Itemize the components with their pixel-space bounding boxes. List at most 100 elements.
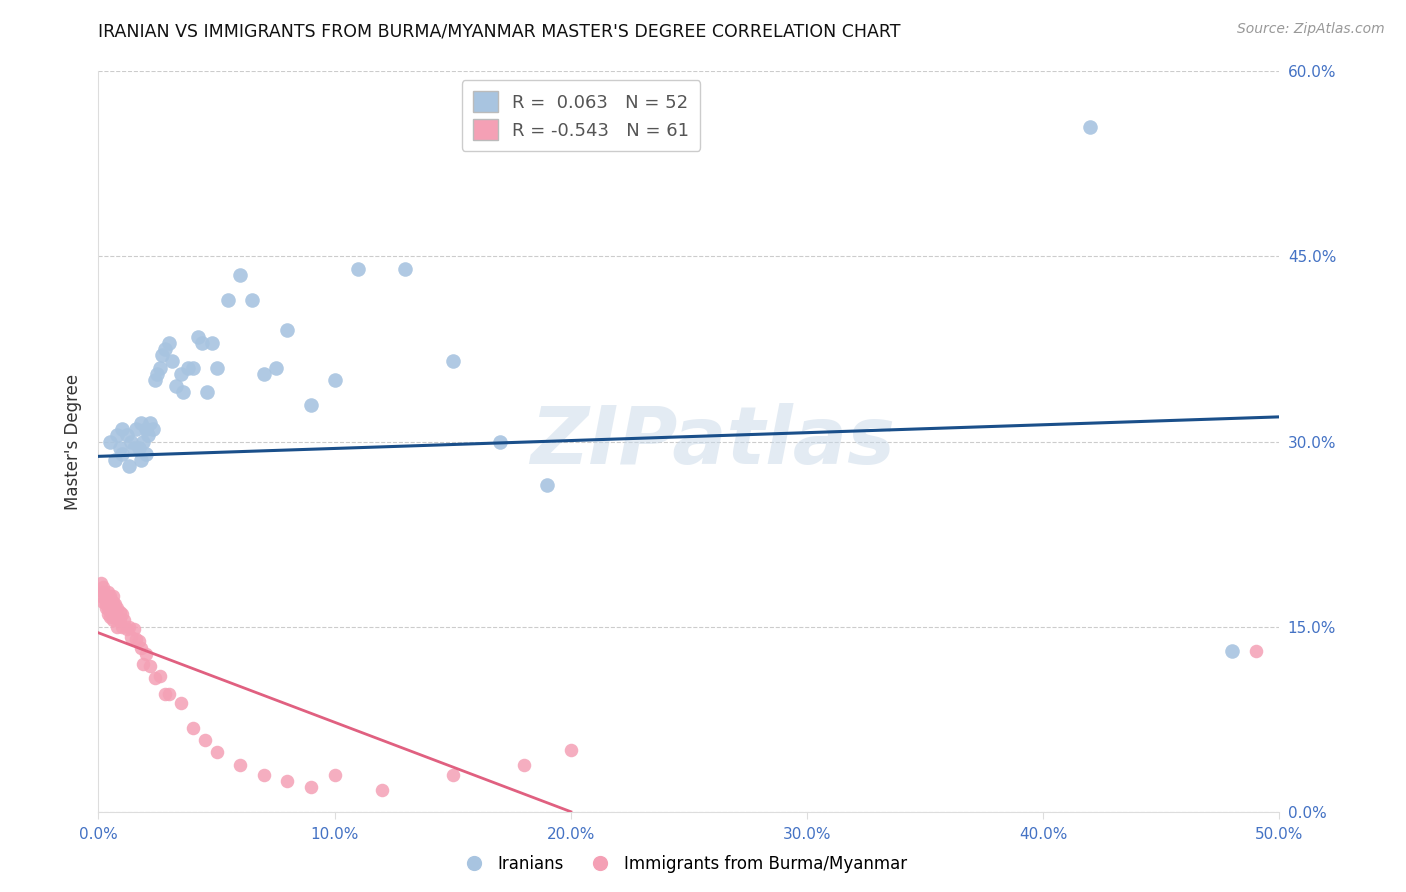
Point — [201, 335, 224, 350]
Point — [98, 592, 121, 607]
Point — [115, 428, 138, 442]
Point — [111, 447, 134, 461]
Point — [347, 261, 370, 276]
Point — [97, 601, 120, 615]
Point — [217, 293, 239, 307]
Point — [146, 367, 169, 381]
Point — [105, 428, 128, 442]
Point — [139, 659, 162, 673]
Point — [101, 589, 124, 603]
Point — [191, 335, 214, 350]
Point — [172, 385, 194, 400]
Point — [129, 416, 152, 430]
Point — [118, 619, 141, 633]
Point — [135, 422, 157, 436]
Point — [129, 453, 152, 467]
Point — [121, 630, 143, 644]
Point — [135, 447, 157, 461]
Point — [229, 757, 252, 772]
Point — [112, 614, 135, 628]
Point — [121, 434, 143, 449]
Point — [394, 261, 416, 276]
Point — [118, 459, 141, 474]
Point — [104, 609, 127, 624]
Point — [240, 293, 263, 307]
Point — [143, 672, 166, 686]
Point — [128, 634, 150, 648]
Point — [132, 657, 155, 671]
Point — [264, 360, 287, 375]
Point — [111, 619, 134, 633]
Point — [91, 595, 114, 609]
Point — [253, 767, 276, 781]
Point — [205, 360, 228, 375]
Point — [229, 268, 252, 282]
Point — [170, 367, 193, 381]
Point — [91, 585, 114, 599]
Point — [94, 589, 117, 603]
Point — [323, 767, 346, 781]
Point — [136, 428, 159, 442]
Point — [104, 598, 127, 612]
Point — [1080, 120, 1102, 134]
Point — [122, 622, 145, 636]
Point — [143, 373, 166, 387]
Point — [153, 688, 176, 702]
Text: Source: ZipAtlas.com: Source: ZipAtlas.com — [1237, 22, 1385, 37]
Point — [536, 477, 558, 491]
Point — [111, 422, 134, 436]
Point — [132, 434, 155, 449]
Point — [122, 441, 145, 455]
Point — [160, 354, 183, 368]
Point — [157, 688, 180, 702]
Point — [149, 669, 172, 683]
Point — [205, 746, 228, 760]
Point — [97, 595, 120, 609]
Y-axis label: Master's Degree: Master's Degree — [65, 374, 83, 509]
Point — [98, 589, 121, 603]
Point — [153, 342, 176, 356]
Point — [299, 780, 322, 794]
Text: ZIPatlas: ZIPatlas — [530, 402, 896, 481]
Point — [98, 434, 121, 449]
Point — [181, 721, 204, 735]
Point — [90, 576, 112, 591]
Point — [299, 397, 322, 411]
Point — [108, 605, 131, 619]
Point — [91, 580, 114, 594]
Point — [489, 434, 512, 449]
Point — [142, 422, 165, 436]
Point — [181, 360, 204, 375]
Point — [94, 598, 117, 612]
Point — [371, 782, 394, 797]
Point — [157, 335, 180, 350]
Point — [101, 595, 124, 609]
Point — [104, 453, 127, 467]
Point — [1244, 644, 1267, 658]
Point — [187, 329, 209, 343]
Point — [560, 743, 582, 757]
Point — [194, 733, 217, 747]
Legend: Iranians, Immigrants from Burma/Myanmar: Iranians, Immigrants from Burma/Myanmar — [450, 848, 914, 880]
Point — [128, 441, 150, 455]
Point — [276, 773, 298, 788]
Point — [111, 607, 134, 622]
Point — [97, 585, 120, 599]
Point — [104, 604, 127, 618]
Point — [323, 373, 346, 387]
Point — [108, 441, 131, 455]
Point — [149, 360, 172, 375]
Point — [441, 354, 464, 368]
Point — [105, 601, 128, 615]
Point — [195, 385, 218, 400]
Point — [135, 647, 157, 661]
Point — [101, 614, 124, 628]
Text: IRANIAN VS IMMIGRANTS FROM BURMA/MYANMAR MASTER'S DEGREE CORRELATION CHART: IRANIAN VS IMMIGRANTS FROM BURMA/MYANMAR… — [98, 22, 901, 40]
Point — [90, 589, 112, 603]
Point — [170, 696, 193, 710]
Point — [125, 422, 148, 436]
Point — [98, 609, 121, 624]
Point — [94, 592, 117, 607]
Point — [97, 607, 120, 622]
Point — [276, 324, 298, 338]
